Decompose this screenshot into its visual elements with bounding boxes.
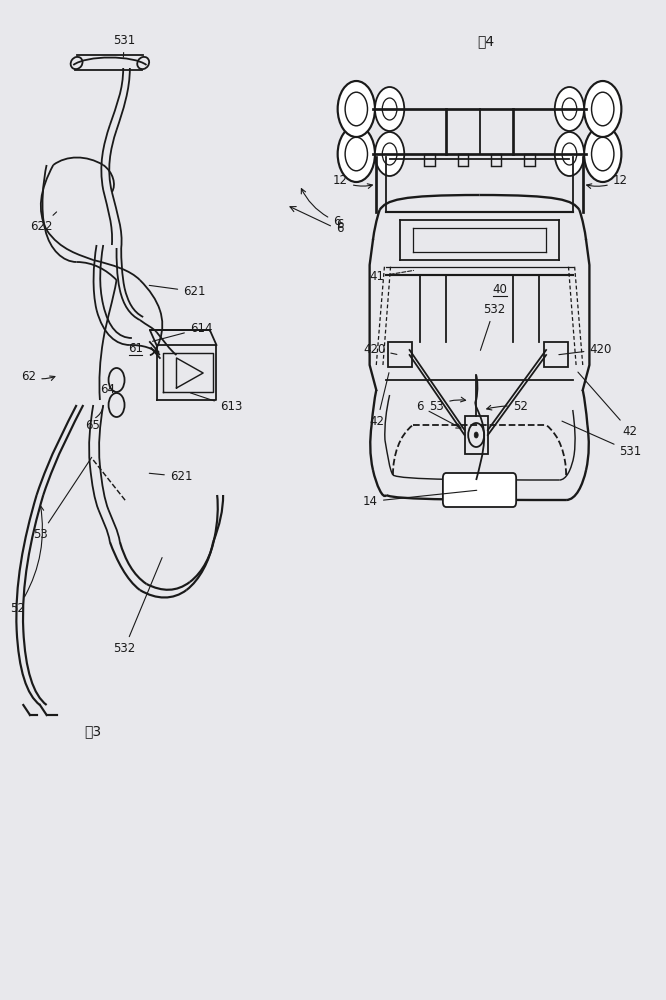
Text: 532: 532 bbox=[113, 558, 162, 655]
Text: 65: 65 bbox=[85, 419, 100, 432]
Text: 6: 6 bbox=[416, 400, 461, 428]
Circle shape bbox=[555, 87, 584, 131]
Text: 420: 420 bbox=[559, 343, 612, 356]
Bar bbox=[424, 154, 435, 166]
Text: 6: 6 bbox=[336, 222, 344, 235]
Text: 14: 14 bbox=[363, 490, 477, 508]
Text: 53: 53 bbox=[33, 457, 92, 541]
Text: 40: 40 bbox=[493, 283, 507, 296]
Text: 6: 6 bbox=[301, 189, 340, 228]
Text: 42: 42 bbox=[578, 372, 638, 438]
Text: 613: 613 bbox=[190, 393, 242, 413]
Bar bbox=[458, 154, 468, 166]
Circle shape bbox=[555, 132, 584, 176]
Text: 621: 621 bbox=[149, 285, 206, 298]
Text: 图3: 图3 bbox=[85, 724, 102, 738]
Text: 532: 532 bbox=[480, 303, 505, 350]
Text: 图4: 图4 bbox=[478, 34, 495, 48]
Bar bbox=[465, 416, 488, 454]
Circle shape bbox=[584, 126, 621, 182]
Text: 52: 52 bbox=[487, 400, 527, 413]
Circle shape bbox=[375, 87, 404, 131]
Bar bbox=[524, 154, 535, 166]
Circle shape bbox=[338, 81, 375, 137]
Text: 12: 12 bbox=[333, 174, 372, 188]
Text: 52: 52 bbox=[10, 506, 44, 615]
Text: 12: 12 bbox=[587, 174, 628, 188]
Circle shape bbox=[338, 126, 375, 182]
Text: 64: 64 bbox=[100, 383, 115, 396]
Text: 420: 420 bbox=[363, 343, 397, 356]
Text: 622: 622 bbox=[30, 212, 57, 233]
Bar bbox=[388, 342, 412, 367]
Circle shape bbox=[584, 81, 621, 137]
Text: 41: 41 bbox=[370, 270, 414, 283]
Text: 62: 62 bbox=[21, 370, 55, 383]
Text: 614: 614 bbox=[153, 322, 212, 341]
Text: 531: 531 bbox=[562, 421, 641, 458]
Circle shape bbox=[474, 432, 478, 438]
Text: 61: 61 bbox=[129, 342, 144, 355]
Circle shape bbox=[375, 132, 404, 176]
Text: 53: 53 bbox=[430, 397, 466, 413]
Text: 42: 42 bbox=[370, 373, 389, 428]
Text: 621: 621 bbox=[149, 470, 192, 483]
Text: 6: 6 bbox=[336, 218, 344, 231]
Text: 531: 531 bbox=[113, 34, 135, 57]
FancyBboxPatch shape bbox=[443, 473, 516, 507]
Bar bbox=[491, 154, 501, 166]
Bar bbox=[544, 342, 568, 367]
